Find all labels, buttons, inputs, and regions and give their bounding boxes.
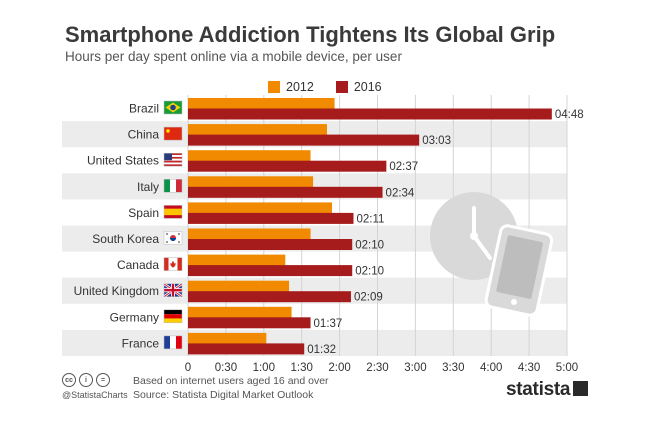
data-label-2016: 03:03: [422, 135, 451, 147]
bar-2012: [188, 202, 333, 214]
attribution-icon: i: [79, 373, 93, 387]
x-tick-label: 2:30: [366, 362, 388, 374]
bar-2016: [188, 212, 354, 224]
legend-label-2016: 2016: [353, 80, 382, 94]
bar-2016: [188, 317, 311, 329]
data-label-2016: 02:34: [386, 187, 415, 199]
legend-item-2016: 2016: [335, 80, 382, 94]
bar-2012: [188, 176, 314, 188]
bar-2012: [188, 254, 286, 266]
x-tick-label: 5:00: [556, 362, 578, 374]
germany-flag: [163, 309, 183, 324]
usa-flag: [163, 152, 183, 167]
legend-swatch-2012: [268, 81, 280, 93]
twitter-handle: @StatistaCharts: [62, 390, 128, 400]
south-korea-flag: [163, 231, 183, 245]
italy-flag: [163, 179, 183, 193]
category-label: United Kingdom: [74, 284, 159, 298]
category-label: France: [122, 336, 160, 350]
creative-commons-icons: cc i =: [62, 373, 113, 387]
flags: [163, 100, 183, 350]
x-tick-label: 0:30: [215, 362, 237, 374]
data-label-2016: 01:32: [307, 344, 336, 356]
bar-2012: [188, 332, 267, 344]
smartphone-icon: [484, 224, 554, 317]
data-label-2016: 04:48: [555, 109, 584, 121]
x-tick-label: 3:30: [442, 362, 464, 374]
chart-subtitle: Hours per day spent online via a mobile …: [65, 49, 402, 64]
bar-2012: [188, 306, 292, 318]
bar-2016: [188, 343, 305, 355]
legend-item-2012: 2012: [268, 80, 314, 94]
bar-2016: [188, 291, 351, 303]
data-label-2016: 02:37: [389, 161, 418, 173]
x-tick-label: 0: [185, 362, 191, 374]
spain-flag: [163, 205, 183, 219]
note-line-2: Source: Statista Digital Market Outlook: [133, 389, 314, 401]
canada-flag: [163, 257, 183, 271]
bar-2016: [188, 108, 552, 120]
x-tick-label: 1:30: [291, 362, 313, 374]
data-label-2016: 02:10: [355, 266, 384, 278]
bar-2012: [188, 150, 311, 162]
legend-swatch-2016: [335, 81, 348, 93]
x-tick-label: 4:30: [518, 362, 540, 374]
brazil-flag: [163, 100, 183, 115]
bar-2012: [188, 124, 327, 136]
x-tick-label: 1:00: [253, 362, 275, 374]
category-label: United States: [87, 154, 159, 168]
bar-2016: [188, 186, 383, 198]
legend: 2012 2016: [268, 80, 404, 94]
category-label: South Korea: [92, 232, 159, 246]
cc-icon: cc: [62, 373, 76, 387]
no-derivatives-icon: =: [96, 373, 110, 387]
legend-label-2012: 2012: [286, 80, 314, 94]
bar-2016: [188, 239, 353, 250]
bar-2016: [188, 160, 387, 172]
data-label-2016: 01:37: [314, 318, 343, 330]
x-tick-label: 4:00: [480, 362, 502, 374]
row-band: [62, 329, 567, 356]
bar-2016: [188, 134, 420, 146]
bar-2012: [188, 228, 311, 240]
category-label: Germany: [110, 310, 159, 324]
category-label: Spain: [128, 206, 159, 220]
source-note: Based on internet users aged 16 and over…: [133, 374, 329, 402]
bar-2012: [188, 280, 290, 292]
china-flag: [163, 126, 183, 141]
statista-logo-mark: [573, 381, 588, 396]
bar-2016: [188, 265, 353, 277]
category-label: Italy: [137, 180, 159, 194]
category-labels: Brazil China United States Italy Spain South …: [74, 102, 160, 351]
uk-flag: [163, 282, 183, 298]
data-label-2016: 02:09: [354, 292, 383, 304]
france-flag: [163, 335, 183, 350]
x-tick-label: 3:00: [404, 362, 426, 374]
x-tick-labels: 0 0:30 1:00 1:30 2:00 2:30 3:00 3:30 4:00 4:30 5:0…: [185, 362, 578, 374]
category-label: Brazil: [129, 102, 159, 116]
x-tick-label: 2:00: [328, 362, 350, 374]
chart-title: Smartphone Addiction Tightens Its Global…: [65, 22, 556, 47]
bars: 04:48 03:03 02:37 02:34 02:11 02:10 02:10 02:09…: [188, 98, 584, 356]
note-line-1: Based on internet users aged 16 and over: [133, 375, 329, 387]
bar-2012: [188, 98, 335, 109]
data-label-2016: 02:10: [355, 240, 384, 252]
category-label: China: [128, 128, 160, 142]
data-label-2016: 02:11: [356, 213, 384, 225]
category-label: Canada: [117, 258, 159, 272]
statista-logo: statista: [506, 379, 571, 400]
